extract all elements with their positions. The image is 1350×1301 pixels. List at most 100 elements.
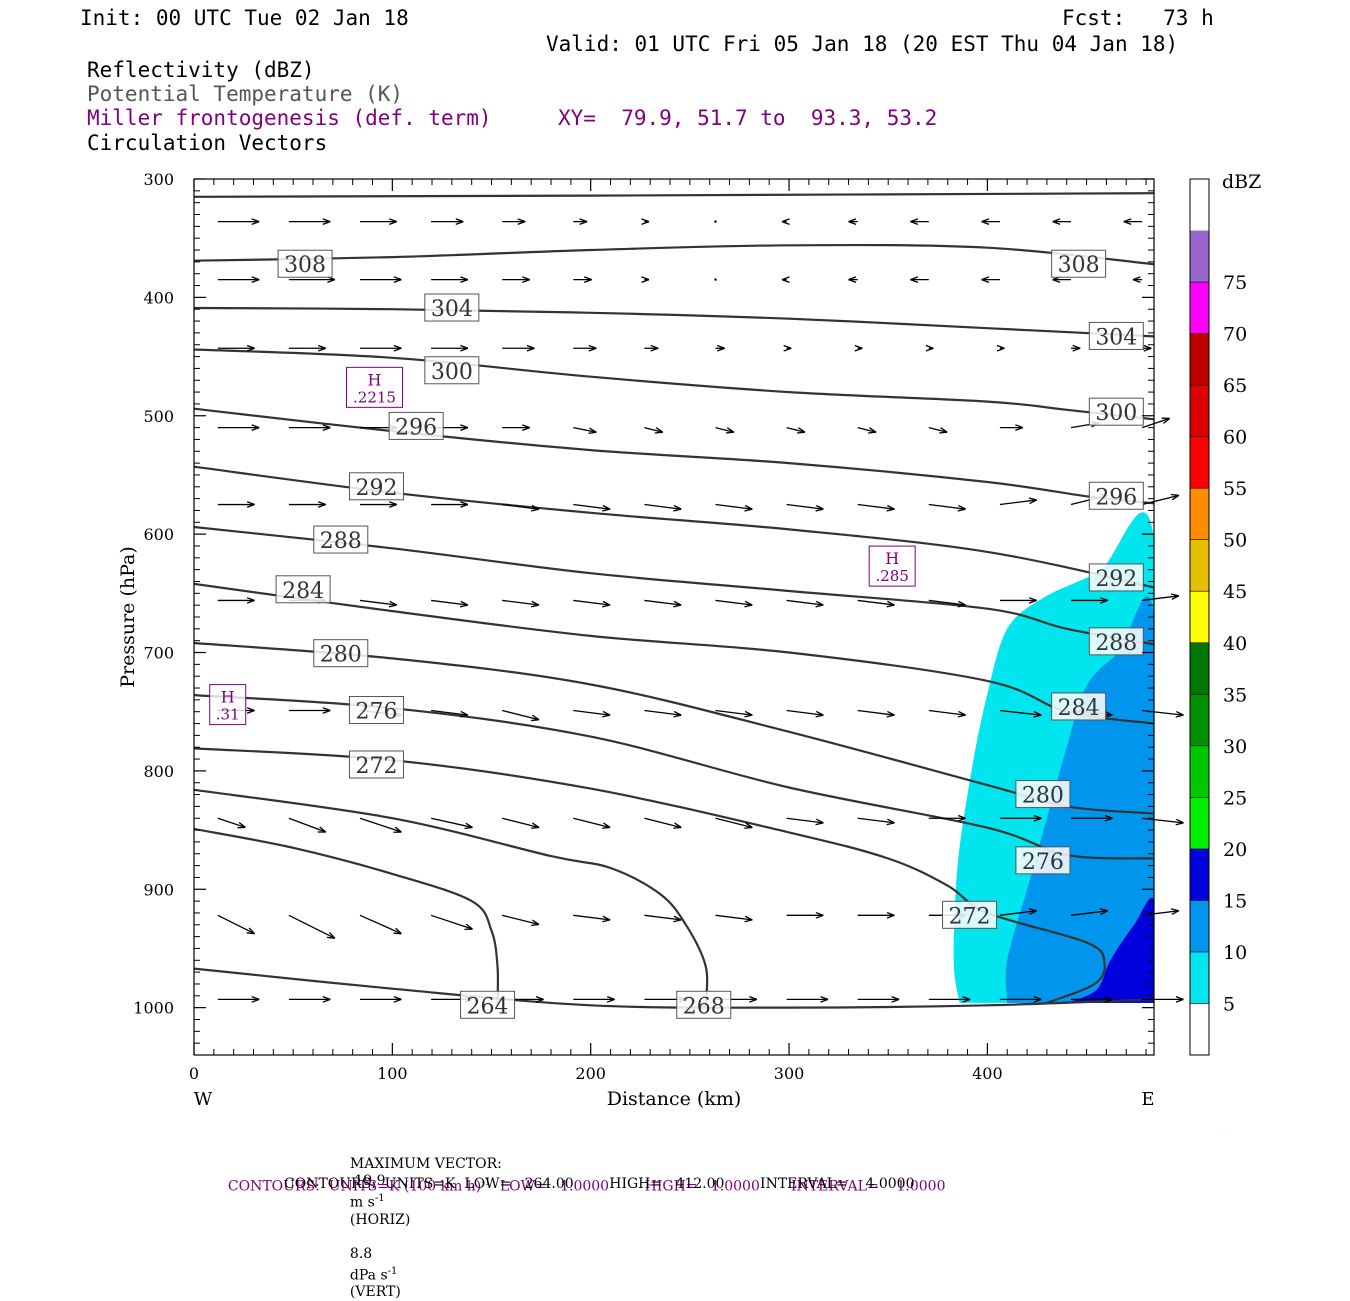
contour-label-box <box>1088 627 1144 656</box>
valid-time: Valid: 01 UTC Fri 05 Jan 18 (20 EST Thu … <box>546 32 1179 56</box>
circulation-vector <box>857 599 895 608</box>
contour-label-box <box>277 249 333 278</box>
vector-head <box>389 218 398 225</box>
circulation-vector <box>786 503 824 512</box>
circulation-vector <box>641 276 650 283</box>
circulation-vector <box>644 599 682 608</box>
vector-shaft <box>573 503 611 510</box>
vector-shaft <box>857 503 895 510</box>
vector-shaft <box>644 599 682 606</box>
contour-label-text: 284 <box>1058 696 1100 721</box>
contour-label-box <box>313 525 369 554</box>
frontogenesis-h: H <box>885 549 899 568</box>
colorbar-swatch <box>1190 1003 1209 1055</box>
vector-head <box>783 344 792 352</box>
circulation-vector <box>431 344 469 352</box>
vector-head <box>246 501 255 508</box>
circulation-vector <box>360 344 402 352</box>
circulation-vector <box>502 218 526 225</box>
y-tick-label: 700 <box>143 644 174 663</box>
circulation-vector <box>573 709 611 718</box>
circulation-vector <box>715 426 735 434</box>
vector-head <box>957 600 966 608</box>
circulation-vector <box>644 344 659 352</box>
vector-head <box>388 600 398 608</box>
colorbar-label: 40 <box>1223 633 1247 655</box>
vector-head <box>460 344 469 352</box>
field-vectors: Circulation Vectors <box>87 131 328 155</box>
vector-head <box>602 710 611 718</box>
circulation-vector <box>502 276 531 283</box>
vector-head <box>460 276 469 283</box>
contour-label-text: 308 <box>1058 253 1100 278</box>
vector-head <box>530 822 540 829</box>
circulation-vector <box>714 220 717 223</box>
axes: 300 400 500 600 700 800 900 1000 0 100 200 300 400 <box>133 170 1154 1083</box>
colorbar-label: 15 <box>1223 890 1247 912</box>
vector-shaft <box>573 599 611 606</box>
circulation-vector <box>928 814 966 822</box>
circulation-vector <box>1123 218 1143 225</box>
vector-shaft <box>359 817 402 833</box>
contour-label-308: 308 <box>277 249 333 278</box>
contour-label-box <box>424 356 480 385</box>
circulation-vector <box>1070 597 1109 604</box>
circulation-vector <box>360 996 402 1003</box>
vector-shaft <box>502 817 540 829</box>
vector-shaft <box>502 599 540 606</box>
vector-head <box>317 826 327 833</box>
vector-head <box>1033 996 1042 1003</box>
circulation-vector <box>502 709 540 722</box>
vector-shaft <box>359 599 397 606</box>
circulation-vector <box>848 276 858 283</box>
colorbar-swatch <box>1190 900 1209 952</box>
frontogenesis-box <box>868 545 916 587</box>
vector-head <box>389 501 398 508</box>
frontogenesis-max: H.2215 <box>345 366 403 408</box>
circulation-vector <box>999 597 1037 604</box>
x-tick-label: 100 <box>377 1064 408 1083</box>
vector-head <box>530 919 540 926</box>
circulation-vector <box>925 344 934 352</box>
circulation-vector <box>848 218 858 225</box>
vector-head <box>459 710 469 718</box>
vector-head <box>526 344 535 352</box>
vector-head <box>910 218 919 225</box>
circulation-vector <box>715 503 753 512</box>
colorbar-swatch <box>1190 436 1209 489</box>
circulation-vector <box>781 218 790 225</box>
contour-label-text: 280 <box>320 643 362 668</box>
vector-head <box>749 996 758 1003</box>
vector-head <box>251 218 260 225</box>
vector-head <box>781 218 790 225</box>
vector-head <box>673 822 682 829</box>
vector-head <box>815 710 824 718</box>
contour-label-box <box>1088 397 1144 426</box>
circulation-vector <box>217 344 255 352</box>
circulation-vector <box>910 218 929 225</box>
circulation-vector <box>999 996 1042 1003</box>
vector-head <box>891 996 900 1003</box>
y-tick-label: 800 <box>143 762 174 781</box>
contour-label-box <box>388 411 444 440</box>
contour-label-text: 276 <box>355 700 397 725</box>
x-tick-label: 200 <box>575 1064 606 1083</box>
circulation-vector <box>502 503 540 512</box>
vector-head <box>744 822 753 829</box>
vector-shaft <box>217 914 255 935</box>
contour-label-288: 288 <box>313 525 369 554</box>
contour-label-284: 284 <box>275 575 331 604</box>
vector-head <box>460 501 469 508</box>
vector-head <box>744 710 753 718</box>
contour-label-box <box>942 900 998 929</box>
vector-head <box>886 818 895 826</box>
contour-label-296: 296 <box>388 411 444 440</box>
vector-head <box>781 276 790 283</box>
colorbar-swatch <box>1190 951 1209 1004</box>
circulation-vector <box>217 597 255 604</box>
vector-head <box>246 344 255 352</box>
colorbar-label: 20 <box>1223 839 1247 861</box>
circulation-vector <box>981 276 1000 283</box>
vector-shaft <box>715 914 753 921</box>
vector-head <box>744 504 753 512</box>
